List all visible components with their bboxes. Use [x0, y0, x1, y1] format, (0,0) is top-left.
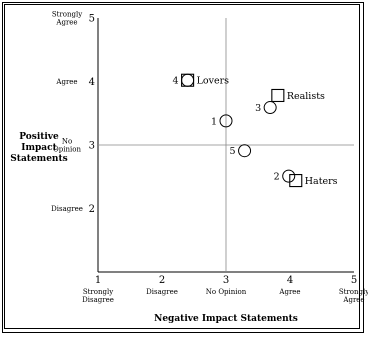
- data-point-circle: [238, 144, 252, 158]
- data-point-circle: [181, 73, 195, 87]
- y-axis-title-line: Positive: [19, 132, 59, 142]
- x-tick-number: 3: [223, 275, 229, 286]
- figure-inner-border: [4, 4, 360, 329]
- axes-group: [97, 18, 354, 273]
- x-tick-word: Strongly: [339, 288, 368, 296]
- x-tick-number: 4: [287, 275, 293, 286]
- y-tick-word: Disagree: [51, 205, 83, 213]
- data-point-circle: [219, 114, 233, 128]
- y-tick-number: 4: [89, 77, 95, 88]
- group-square-marker: [271, 88, 285, 103]
- x-tick-word: Disagree: [146, 288, 178, 296]
- data-point-label: 1: [211, 116, 217, 127]
- data-point-label: 4: [173, 76, 179, 87]
- y-tick-number: 5: [89, 14, 95, 25]
- x-tick-word: Agree: [342, 296, 364, 304]
- y-tick-number: 3: [89, 141, 95, 152]
- y-axis-title: Positive Impact Statements: [10, 132, 67, 164]
- data-point-label: 2: [274, 172, 280, 183]
- x-tick-word: Agree: [278, 288, 300, 296]
- x-tick-number: 2: [159, 275, 165, 286]
- group-label: Realists: [287, 91, 325, 102]
- figure-outer-border: [2, 2, 364, 333]
- data-marks: 1 2 3 4 5 Lovers Realists Haters: [173, 73, 338, 188]
- y-tick-word: Strongly: [52, 11, 82, 19]
- x-tick-word: Disagree: [82, 296, 114, 304]
- x-tick-word: No Opinion: [206, 288, 247, 296]
- group-label: Haters: [305, 176, 338, 187]
- x-tick-number: 1: [95, 275, 101, 286]
- y-axis-title-line: Statements: [10, 154, 67, 164]
- group-square-marker: [181, 73, 195, 87]
- y-tick-number: 2: [89, 204, 95, 215]
- group-square-marker: [289, 174, 303, 188]
- x-tick-word: Strongly: [83, 288, 113, 296]
- y-tick-word: Opinion: [53, 146, 81, 154]
- y-tick-word: Agree: [55, 78, 77, 86]
- data-point-label: 3: [255, 103, 261, 114]
- y-tick-word: Agree: [55, 19, 77, 27]
- data-point-label: 5: [230, 146, 236, 157]
- y-tick-word: No: [62, 138, 72, 146]
- x-tick-number: 5: [351, 275, 357, 286]
- x-axis-title: Negative Impact Statements: [154, 314, 298, 324]
- y-axis-title-line: Impact: [21, 143, 57, 153]
- group-label: Lovers: [197, 76, 230, 87]
- data-point-circle: [282, 169, 296, 183]
- data-point-circle: [263, 101, 277, 115]
